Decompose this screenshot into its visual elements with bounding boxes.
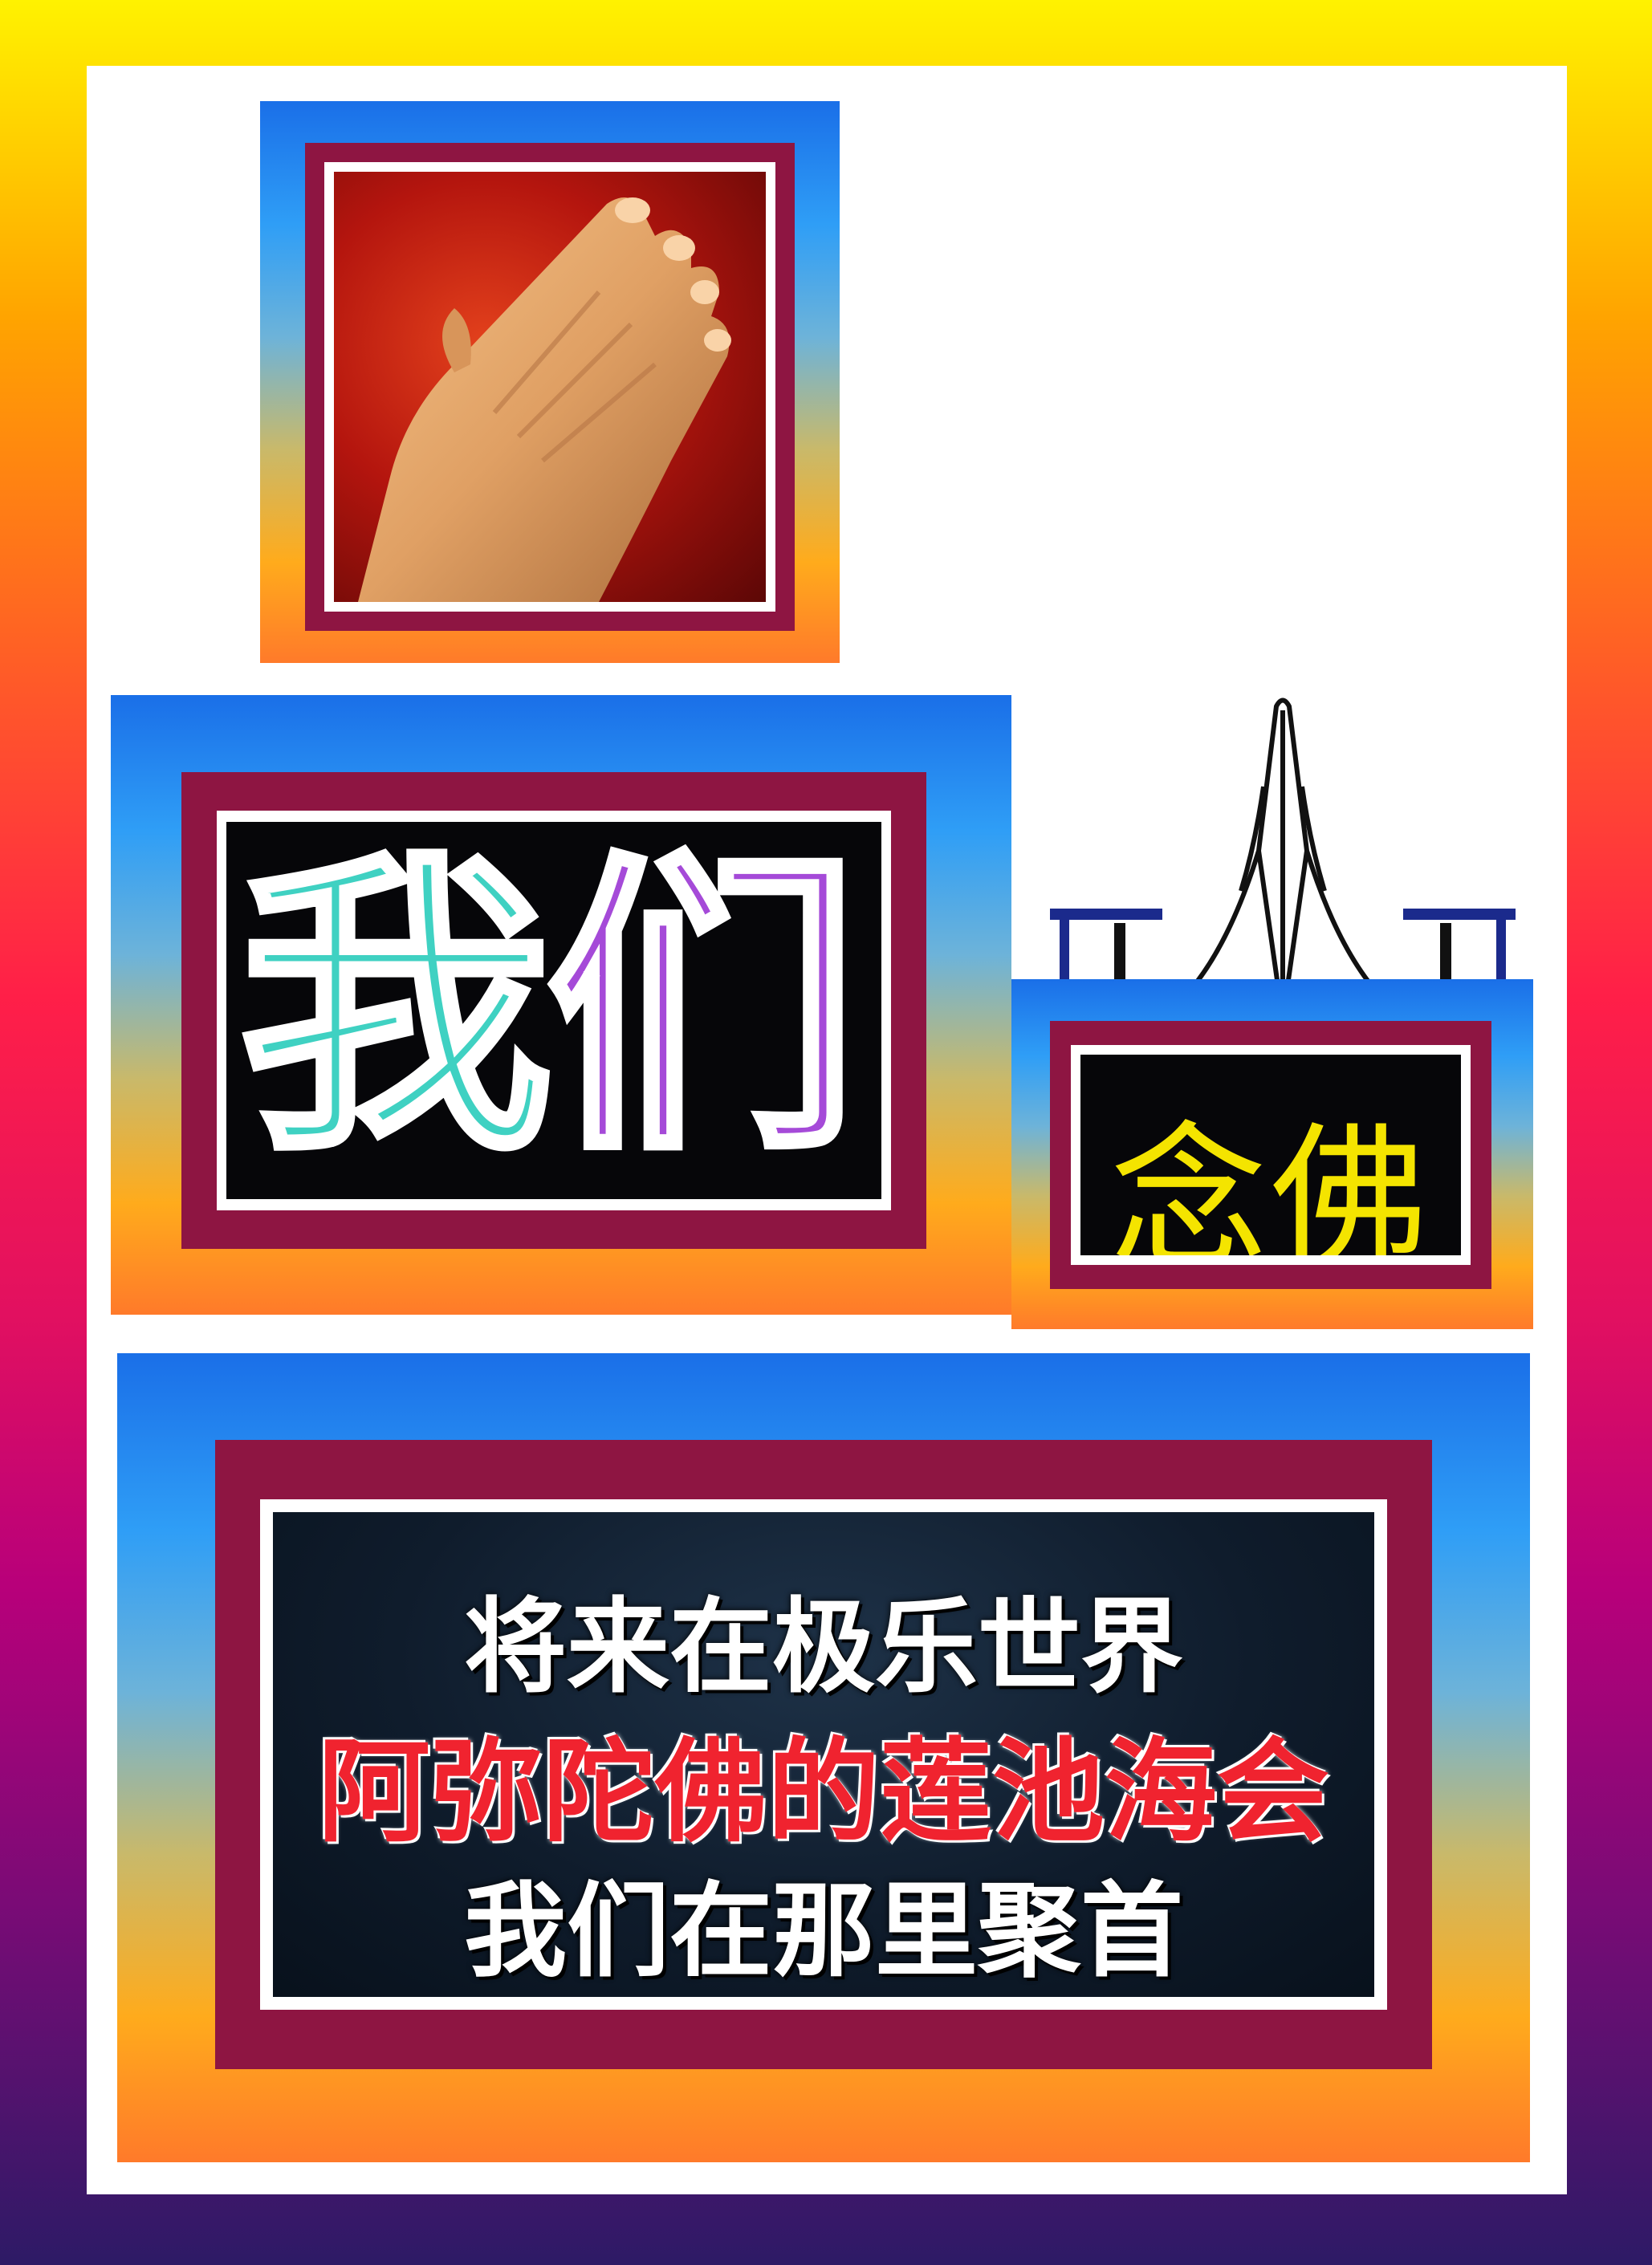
chant-panel: 念佛 (1011, 979, 1533, 1329)
message-panel: 将来在极乐世界 阿弥陀佛的莲池海会 我们在那里聚首 (117, 1353, 1530, 2162)
chant-box: 念佛 (1080, 1055, 1461, 1255)
title-box: 我 们 (226, 822, 881, 1199)
message-line-3: 我们在那里聚首 (463, 1872, 1183, 1991)
chant-text: 念佛 (1109, 1108, 1431, 1255)
title-frame: 我 们 (181, 772, 926, 1249)
title-char-men: 们 (543, 827, 862, 1191)
photo-frame (305, 143, 795, 631)
message-line-2: 阿弥陀佛的莲池海会 (317, 1727, 1329, 1858)
chant-frame: 念佛 (1050, 1021, 1491, 1289)
photo-panel (260, 101, 840, 663)
title-panel: 我 们 (111, 695, 1011, 1315)
title-char-wo: 我 (236, 827, 555, 1191)
message-frame: 将来在极乐世界 阿弥陀佛的莲池海会 我们在那里聚首 (215, 1440, 1432, 2069)
lineart-panel (1018, 690, 1540, 1035)
poster-page: 我 们 念佛 (87, 66, 1567, 2194)
message-box: 将来在极乐世界 阿弥陀佛的莲池海会 我们在那里聚首 (273, 1512, 1374, 1997)
message-line-1: 将来在极乐世界 (463, 1588, 1183, 1707)
praying-hands-photo (334, 172, 766, 602)
praying-hands-icon (358, 197, 731, 602)
